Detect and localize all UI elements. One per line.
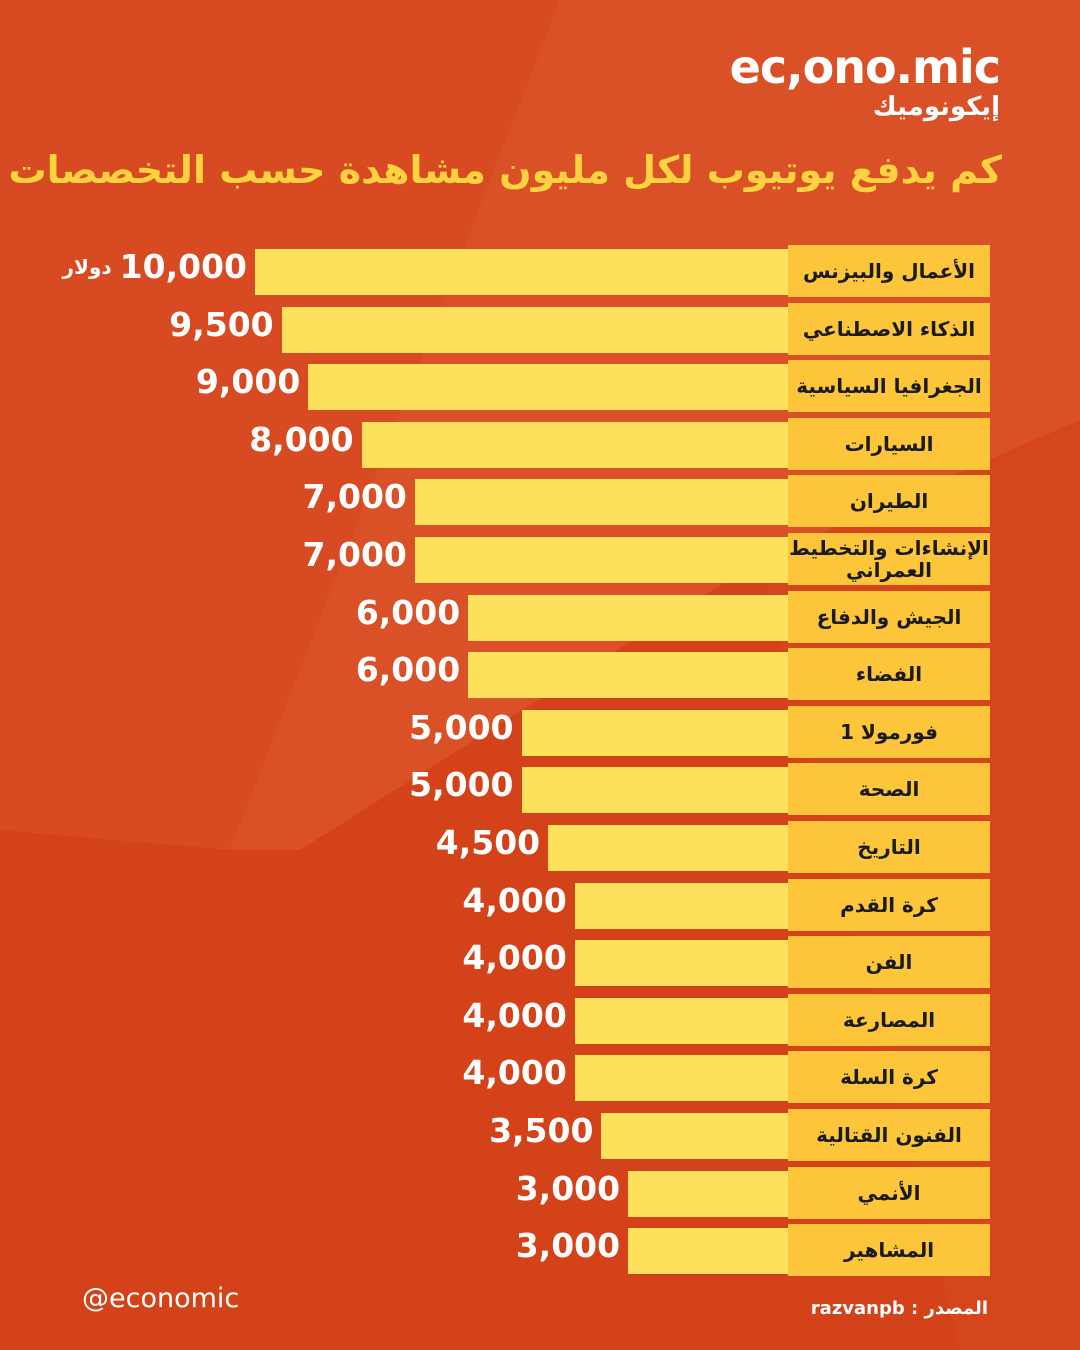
bar xyxy=(414,479,788,526)
category-label: التاريخ xyxy=(788,821,990,873)
value-label: 9,000 xyxy=(195,362,301,402)
handle: @economic xyxy=(82,1283,240,1314)
category-label: المشاهير xyxy=(788,1224,990,1277)
value-label: 4,000 xyxy=(462,938,567,978)
bar xyxy=(308,364,788,411)
bar xyxy=(574,1055,788,1102)
logo: ec,ono.mic xyxy=(729,40,1001,94)
category-label: الفن xyxy=(788,936,990,989)
bar xyxy=(521,767,788,814)
category-label: الأنمي xyxy=(788,1166,990,1219)
logo-arabic: إيكونوميك xyxy=(872,92,1000,122)
category-label: كرة السلة xyxy=(788,1051,990,1104)
value-label: 6,000 xyxy=(355,650,461,690)
category-label: الصحة xyxy=(788,763,990,816)
bar xyxy=(281,306,788,353)
value-label: 5,000 xyxy=(409,707,514,747)
bar xyxy=(521,709,788,756)
category-label: الجيش والدفاع xyxy=(788,590,990,643)
bar xyxy=(468,594,788,641)
category-label: المصارعة xyxy=(788,993,990,1046)
bar xyxy=(628,1170,788,1217)
bar xyxy=(628,1228,788,1275)
category-label: الإنشاءات والتخطيط العمراني xyxy=(788,533,990,585)
category-label: الفنون القتالية xyxy=(788,1109,990,1161)
bar xyxy=(414,537,788,583)
category-label: فورمولا 1 xyxy=(788,705,990,758)
value-label: 4,000 xyxy=(462,1053,567,1093)
bar xyxy=(468,652,788,699)
source: المصدر : razvanpb xyxy=(810,1298,988,1319)
bar xyxy=(548,825,788,871)
value-label: 6,000 xyxy=(355,592,461,632)
value-label: 4,000 xyxy=(462,880,567,920)
bar xyxy=(574,997,788,1044)
category-label: الجغرافيا السياسية xyxy=(788,360,990,413)
value-label: 9,500 xyxy=(169,304,274,344)
category-label: الذكاء الاصطناعي xyxy=(788,302,990,355)
value-label: 7,000 xyxy=(302,535,407,574)
category-label: الأعمال والبيزنس xyxy=(788,245,990,297)
bar xyxy=(601,1113,788,1159)
value-label: 5,000 xyxy=(409,765,514,805)
value-label: 3,000 xyxy=(515,1226,621,1266)
value-label: 3,000 xyxy=(515,1168,621,1208)
chart-title: كم يدفع يوتيوب لكل مليون مشاهدة حسب التخ… xyxy=(0,148,1002,192)
value-label: 3,500 xyxy=(489,1111,594,1150)
value-label: 4,000 xyxy=(462,995,567,1035)
value-label: 4,500 xyxy=(435,823,541,862)
category-label: الفضاء xyxy=(788,648,990,701)
unit-label: دولار xyxy=(62,255,112,279)
value-label: 10,000 xyxy=(119,247,247,286)
bar xyxy=(574,882,788,929)
value-label: 7,000 xyxy=(302,477,407,517)
category-label: الطيران xyxy=(788,475,990,528)
bar xyxy=(361,421,788,468)
category-label: كرة القدم xyxy=(788,878,990,931)
background-shape xyxy=(0,0,560,850)
bar xyxy=(574,940,788,987)
category-label: السيارات xyxy=(788,417,990,470)
bar xyxy=(255,249,788,295)
value-label: 8,000 xyxy=(249,419,354,459)
